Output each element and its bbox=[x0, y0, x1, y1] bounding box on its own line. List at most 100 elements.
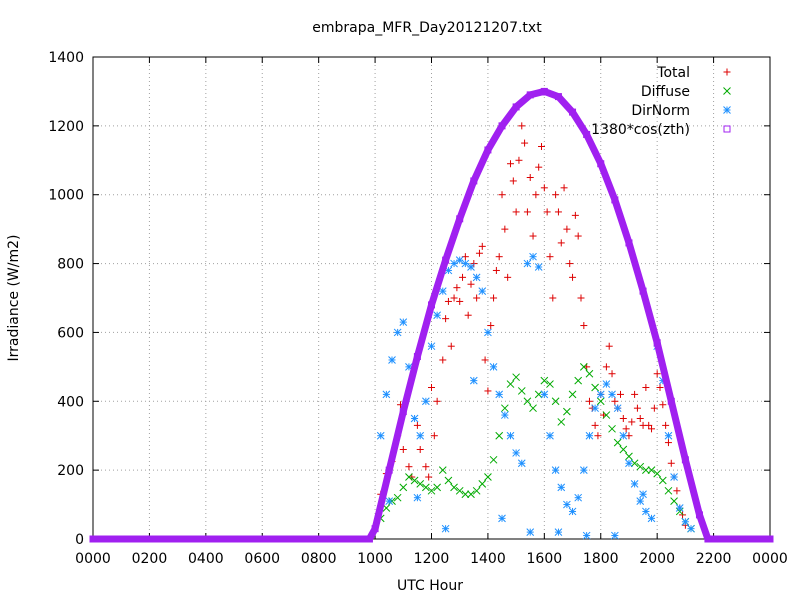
data-point bbox=[594, 432, 602, 440]
marker-stroke bbox=[472, 273, 481, 282]
data-point bbox=[630, 480, 639, 488]
data-point bbox=[523, 259, 532, 268]
data-point bbox=[470, 177, 478, 185]
data-point bbox=[444, 476, 453, 485]
data-point bbox=[461, 490, 470, 499]
marker-stroke bbox=[653, 339, 661, 347]
data-point bbox=[506, 431, 515, 440]
data-point bbox=[399, 445, 407, 453]
marker-stroke bbox=[478, 480, 487, 488]
marker-stroke bbox=[639, 287, 647, 295]
data-point bbox=[484, 387, 492, 395]
marker-stroke bbox=[456, 215, 464, 223]
marker-stroke bbox=[596, 397, 605, 406]
data-point bbox=[596, 397, 605, 406]
data-point bbox=[551, 397, 560, 406]
data-point bbox=[526, 174, 534, 181]
data-point bbox=[413, 493, 422, 502]
data-point bbox=[557, 418, 566, 426]
marker-stroke bbox=[461, 259, 470, 268]
data-point bbox=[582, 531, 591, 540]
marker-stroke bbox=[658, 476, 667, 485]
marker-stroke bbox=[625, 452, 633, 461]
data-point bbox=[546, 431, 554, 440]
legend-label: 1380*cos(zth) bbox=[591, 122, 690, 138]
marker-stroke bbox=[410, 476, 419, 485]
y-axis-label: Irradiance (W/m2) bbox=[6, 235, 22, 362]
data-point bbox=[258, 535, 266, 543]
data-point bbox=[619, 415, 627, 422]
data-point bbox=[478, 287, 487, 295]
data-point bbox=[526, 91, 534, 99]
data-point bbox=[695, 511, 703, 519]
data-point bbox=[664, 431, 673, 440]
data-point bbox=[489, 455, 498, 464]
data-point bbox=[492, 266, 500, 274]
data-point bbox=[498, 514, 506, 523]
marker-stroke bbox=[393, 493, 402, 502]
data-point bbox=[438, 287, 447, 295]
marker-stroke bbox=[585, 369, 594, 378]
data-point bbox=[681, 456, 689, 464]
data-point bbox=[145, 535, 153, 543]
data-point bbox=[385, 466, 393, 474]
data-point bbox=[478, 480, 487, 488]
marker-stroke bbox=[608, 390, 616, 399]
data-point bbox=[540, 376, 549, 385]
data-point bbox=[427, 486, 436, 495]
data-point bbox=[447, 342, 455, 350]
marker-stroke bbox=[382, 390, 391, 399]
data-point bbox=[413, 353, 421, 361]
data-point bbox=[456, 297, 464, 305]
data-point bbox=[461, 259, 470, 268]
data-point bbox=[583, 130, 591, 138]
data-point bbox=[574, 376, 583, 385]
marker-stroke bbox=[410, 414, 419, 423]
data-point bbox=[597, 160, 605, 168]
y-tick-label: 200 bbox=[57, 463, 84, 479]
marker-stroke bbox=[450, 259, 458, 268]
marker-stroke bbox=[467, 490, 475, 499]
marker-stroke bbox=[455, 486, 464, 495]
marker-stroke bbox=[557, 483, 566, 492]
data-point bbox=[574, 493, 583, 502]
data-point bbox=[388, 356, 396, 364]
data-point bbox=[498, 191, 506, 199]
data-point bbox=[523, 397, 532, 406]
data-point bbox=[650, 404, 658, 412]
marker-stroke bbox=[484, 328, 492, 337]
data-point bbox=[512, 373, 520, 382]
y-tick-label: 0 bbox=[75, 532, 84, 548]
data-point bbox=[664, 486, 673, 495]
marker-stroke bbox=[579, 363, 588, 371]
data-point bbox=[585, 369, 594, 378]
data-point bbox=[642, 507, 650, 516]
marker-stroke bbox=[472, 486, 481, 495]
data-point bbox=[430, 432, 438, 440]
data-point bbox=[608, 424, 616, 433]
data-point bbox=[512, 208, 520, 216]
marker-stroke bbox=[495, 390, 504, 399]
data-point bbox=[543, 208, 551, 216]
marker-stroke bbox=[89, 535, 97, 543]
data-point bbox=[433, 483, 441, 492]
marker-stroke bbox=[546, 380, 554, 388]
marker-stroke bbox=[489, 363, 498, 371]
data-point bbox=[500, 411, 509, 419]
x-axis-label: UTC Hour bbox=[397, 578, 463, 594]
marker-stroke bbox=[710, 535, 718, 543]
data-point bbox=[630, 459, 639, 468]
marker-stroke bbox=[675, 504, 684, 512]
data-point bbox=[399, 483, 408, 492]
data-point bbox=[515, 156, 523, 164]
data-point bbox=[453, 284, 461, 292]
legend-marker bbox=[723, 87, 731, 95]
data-point bbox=[667, 459, 675, 467]
data-point bbox=[636, 497, 645, 505]
marker-stroke bbox=[489, 455, 498, 464]
data-point bbox=[343, 535, 351, 543]
data-point bbox=[467, 280, 475, 288]
data-point bbox=[633, 404, 641, 412]
marker-stroke bbox=[393, 328, 402, 337]
marker-stroke bbox=[546, 431, 554, 440]
